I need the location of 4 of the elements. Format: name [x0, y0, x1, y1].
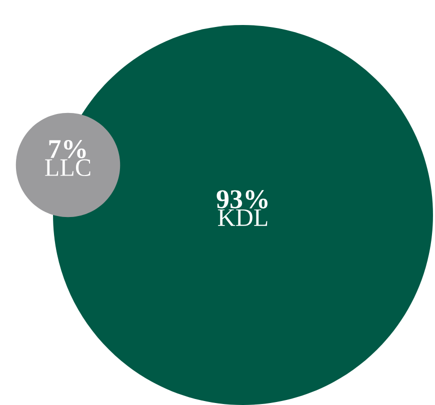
category-label: KDL: [218, 209, 268, 226]
data-label: 7%: [49, 140, 86, 158]
data-label: 93%: [216, 190, 268, 208]
category-label: LLC: [45, 159, 90, 176]
